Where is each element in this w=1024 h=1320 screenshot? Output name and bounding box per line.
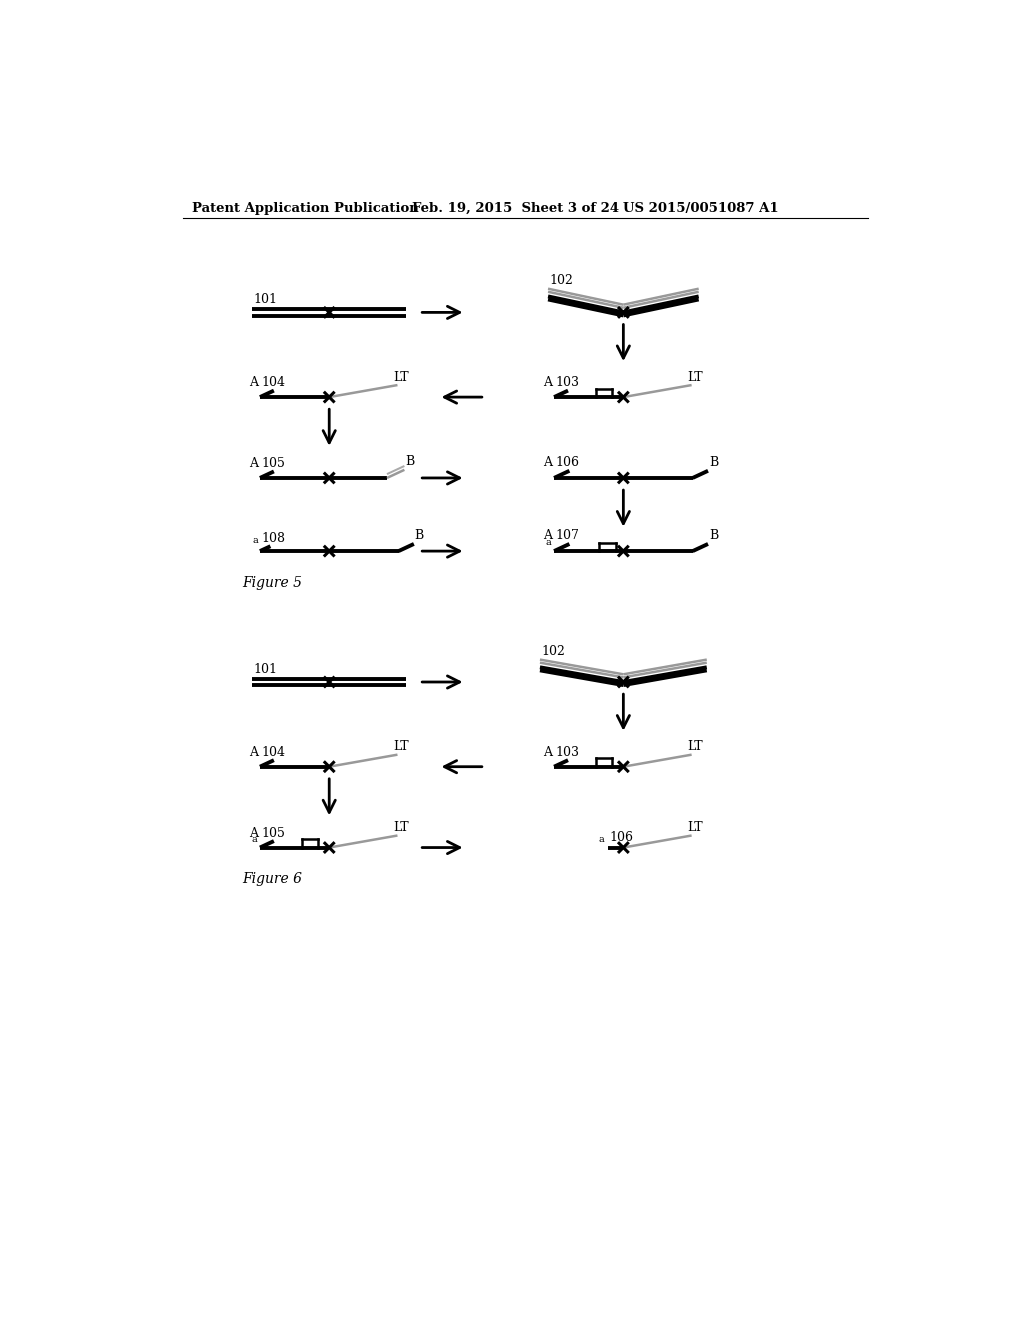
- Text: 103: 103: [556, 376, 580, 389]
- Text: LT: LT: [393, 741, 410, 754]
- Text: B: B: [406, 455, 415, 469]
- Text: a: a: [546, 539, 552, 546]
- Text: B: B: [415, 529, 424, 543]
- Text: A: A: [544, 376, 553, 389]
- Text: 106: 106: [609, 832, 634, 845]
- Text: A: A: [250, 457, 258, 470]
- Text: 102: 102: [550, 275, 573, 288]
- Text: Patent Application Publication: Patent Application Publication: [193, 202, 419, 215]
- Text: A: A: [544, 529, 553, 543]
- Text: a: a: [252, 836, 258, 843]
- Text: A: A: [250, 746, 258, 759]
- Text: A: A: [250, 376, 258, 389]
- Text: 101: 101: [254, 663, 278, 676]
- Text: LT: LT: [393, 371, 410, 384]
- Text: A: A: [544, 457, 553, 469]
- Text: US 2015/0051087 A1: US 2015/0051087 A1: [624, 202, 779, 215]
- Text: 105: 105: [261, 457, 286, 470]
- Text: B: B: [709, 529, 718, 543]
- Text: Feb. 19, 2015  Sheet 3 of 24: Feb. 19, 2015 Sheet 3 of 24: [412, 202, 618, 215]
- Text: 101: 101: [254, 293, 278, 306]
- Text: Figure 6: Figure 6: [243, 873, 302, 886]
- Text: 107: 107: [556, 529, 580, 543]
- Text: a: a: [253, 536, 258, 545]
- Text: LT: LT: [688, 371, 703, 384]
- Text: 102: 102: [542, 645, 565, 659]
- Text: 105: 105: [261, 826, 286, 840]
- Text: 106: 106: [556, 457, 580, 469]
- Text: Figure 5: Figure 5: [243, 576, 302, 590]
- Text: 104: 104: [261, 746, 286, 759]
- Text: 108: 108: [261, 532, 286, 545]
- Text: A: A: [544, 746, 553, 759]
- Text: B: B: [709, 457, 718, 469]
- Text: LT: LT: [688, 821, 703, 834]
- Text: LT: LT: [688, 741, 703, 754]
- Text: 104: 104: [261, 376, 286, 389]
- Text: a: a: [598, 836, 604, 845]
- Text: A: A: [250, 826, 258, 840]
- Text: LT: LT: [393, 821, 410, 834]
- Text: 103: 103: [556, 746, 580, 759]
